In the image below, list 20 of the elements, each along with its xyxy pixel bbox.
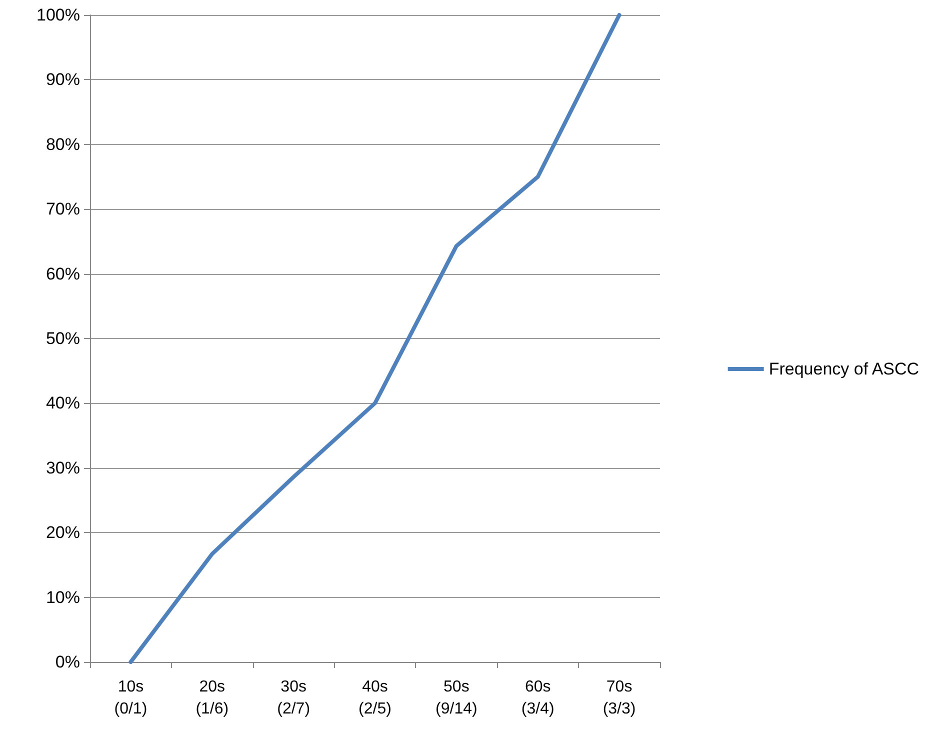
y-tick-label: 70%	[46, 200, 80, 219]
x-tick-label: 50s (9/14)	[436, 678, 478, 718]
y-tick-label: 0%	[55, 652, 80, 672]
y-tick-label: 80%	[46, 134, 80, 154]
line-series	[128, 13, 622, 664]
y-tick-label: 100%	[36, 6, 80, 24]
x-tick-label: 60s (3/4)	[521, 678, 554, 718]
x-tick-label: 40s (2/5)	[358, 678, 392, 718]
y-tick-label: 50%	[46, 329, 80, 348]
y-tick-label: 30%	[46, 458, 80, 478]
x-tick-label: 20s (1/6)	[196, 678, 229, 718]
y-tick-label: 60%	[46, 264, 80, 284]
x-tick-label: 70s (3/3)	[602, 678, 636, 718]
y-tick-label: 90%	[46, 70, 80, 90]
legend-label: Frequency of ASCC	[768, 360, 920, 378]
y-tick-label: 10%	[46, 588, 80, 607]
x-tick-label: 30s (2/7)	[277, 678, 310, 718]
y-tick-label: 20%	[46, 523, 80, 542]
x-tick-label: 10s (0/1)	[114, 678, 148, 718]
y-tick-label: 40%	[46, 394, 80, 413]
